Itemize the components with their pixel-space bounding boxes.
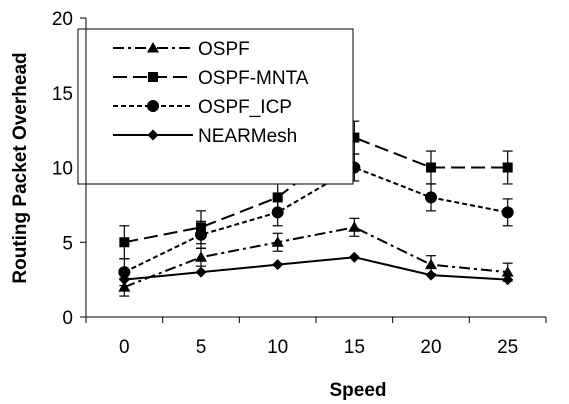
legend-label: OSPF-MNTA [198,68,309,89]
data-point [348,221,361,232]
data-point [195,266,207,278]
series-line [124,256,508,281]
x-tick-label: 15 [344,337,365,358]
y-tick-label: 0 [62,308,73,329]
y-axis-title: Routing Packet Overhead [10,52,31,283]
x-tick-label: 25 [497,337,518,358]
legend-marker [147,100,159,112]
data-point [348,251,360,263]
legend-marker [147,42,159,53]
y-tick-label: 5 [62,233,73,254]
data-point [426,162,436,173]
data-point [271,236,284,247]
x-tick-label: 10 [267,337,288,358]
data-point [502,162,513,173]
data-point [118,266,131,279]
y-tick-label: 10 [52,159,73,180]
x-axis-title: Speed [329,380,386,401]
data-point [502,274,514,286]
legend-marker [148,72,158,82]
y-tick-label: 15 [52,84,73,105]
data-point [501,206,514,219]
legend-label: NEARMesh [198,126,297,147]
legend: OSPF OSPF-MNTA OSPF_ICP NEARMesh [77,28,354,185]
data-point [195,251,207,262]
data-point [501,266,514,277]
data-point [425,191,437,204]
data-point [425,269,437,281]
data-point [118,281,131,292]
data-point [272,192,283,203]
x-tick-label: 5 [196,337,207,358]
data-point [118,274,130,286]
series-line [123,166,508,274]
x-tick-label: 20 [420,337,441,358]
legend-marker [147,129,159,141]
x-tick-label: 0 [119,337,130,358]
data-point [195,228,207,241]
data-point [425,258,437,270]
legend-label: OSPF [198,39,250,60]
series-line [123,226,508,289]
data-point [119,237,130,248]
data-point [272,259,284,271]
data-point [349,132,360,143]
data-point [271,206,284,219]
y-tick-label: 20 [52,9,73,30]
data-point [196,222,206,233]
legend-label: OSPF_ICP [198,97,292,118]
